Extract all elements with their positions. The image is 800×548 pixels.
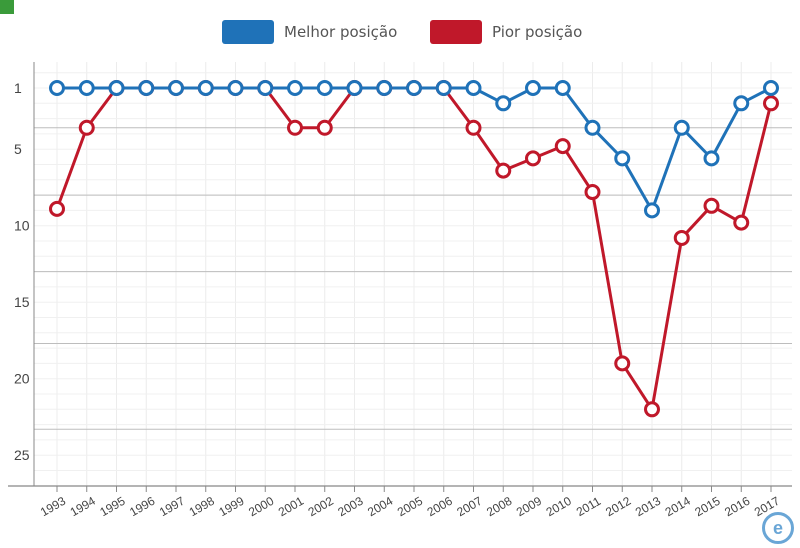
x-tick-label: 1993 xyxy=(38,494,68,520)
corner-mark xyxy=(0,0,14,14)
data-point-pior xyxy=(673,229,690,246)
data-point-melhor xyxy=(614,150,631,167)
x-tick-label: 2006 xyxy=(425,494,455,520)
x-tick-label: 2004 xyxy=(365,494,395,520)
legend-item-melhor[interactable]: Melhor posição xyxy=(222,18,397,46)
data-point-melhor xyxy=(525,80,541,96)
data-point-melhor xyxy=(49,80,65,96)
y-tick-label: 5 xyxy=(14,141,22,157)
data-point-pior xyxy=(763,95,779,112)
data-point-melhor xyxy=(376,80,393,96)
x-tick-label: 1998 xyxy=(187,494,217,520)
data-point-melhor xyxy=(346,80,363,96)
legend-swatch-melhor xyxy=(222,20,274,44)
data-point-pior xyxy=(614,355,631,372)
data-point-melhor xyxy=(227,80,244,96)
x-tick-label: 2005 xyxy=(395,494,425,520)
x-tick-label: 2001 xyxy=(276,494,306,520)
data-point-melhor xyxy=(406,80,422,96)
y-tick-label: 20 xyxy=(14,371,30,387)
data-point-melhor xyxy=(673,119,690,136)
y-tick-label: 15 xyxy=(14,294,30,310)
x-tick-label: 2012 xyxy=(603,494,633,520)
legend-swatch-pior xyxy=(430,20,482,44)
x-tick-label: 2000 xyxy=(246,494,276,520)
data-point-melhor xyxy=(435,80,452,96)
x-tick-label: 2010 xyxy=(544,494,574,520)
data-point-melhor xyxy=(644,202,660,219)
x-tick-label: 2015 xyxy=(692,494,722,520)
data-point-melhor xyxy=(78,80,95,96)
data-point-pior xyxy=(554,138,571,155)
data-point-pior xyxy=(703,197,720,214)
legend: Melhor posição Pior posição xyxy=(0,18,800,46)
x-tick-label: 2011 xyxy=(574,494,604,519)
data-point-melhor xyxy=(108,80,125,96)
data-point-melhor xyxy=(257,80,274,96)
x-tick-label: 1995 xyxy=(97,494,127,520)
data-point-pior xyxy=(49,200,65,217)
x-tick-label: 2009 xyxy=(514,494,544,520)
data-point-melhor xyxy=(287,80,303,96)
x-tick-label: 1997 xyxy=(157,494,187,520)
data-point-pior xyxy=(733,214,750,231)
x-tick-label: 1999 xyxy=(216,494,246,520)
x-tick-label: 2008 xyxy=(484,494,514,520)
y-tick-label: 1 xyxy=(14,80,22,96)
x-tick-label: 1996 xyxy=(127,494,157,520)
data-point-pior xyxy=(465,119,482,136)
data-point-melhor xyxy=(197,80,214,96)
data-point-melhor xyxy=(495,95,512,112)
legend-label-pior: Pior posição xyxy=(492,23,583,41)
data-point-melhor xyxy=(138,80,155,96)
x-tick-label: 2007 xyxy=(454,494,484,520)
legend-label-melhor: Melhor posição xyxy=(284,23,398,41)
x-tick-label: 2013 xyxy=(633,494,663,520)
x-tick-label: 2016 xyxy=(722,494,752,520)
data-point-pior xyxy=(316,119,333,136)
data-point-pior xyxy=(584,184,601,201)
data-point-pior xyxy=(495,162,512,179)
data-point-pior xyxy=(287,119,303,136)
data-point-melhor xyxy=(168,80,184,96)
logo-badge-icon: e xyxy=(762,512,794,544)
data-point-melhor xyxy=(316,80,333,96)
x-tick-label: 2003 xyxy=(335,494,365,520)
data-point-melhor xyxy=(465,80,482,96)
legend-item-pior[interactable]: Pior posição xyxy=(430,18,582,46)
data-point-pior xyxy=(644,401,660,418)
y-tick-label: 10 xyxy=(14,218,30,234)
data-point-pior xyxy=(78,119,95,136)
x-tick-label: 2014 xyxy=(663,494,693,520)
data-point-pior xyxy=(525,150,541,167)
data-point-melhor xyxy=(703,150,720,167)
y-tick-label: 25 xyxy=(14,447,30,463)
x-tick-label: 2002 xyxy=(306,494,336,520)
data-point-melhor xyxy=(584,119,601,136)
data-point-melhor xyxy=(733,95,750,112)
data-point-melhor xyxy=(554,80,571,96)
x-tick-label: 1994 xyxy=(68,494,98,520)
data-point-melhor xyxy=(763,80,779,96)
